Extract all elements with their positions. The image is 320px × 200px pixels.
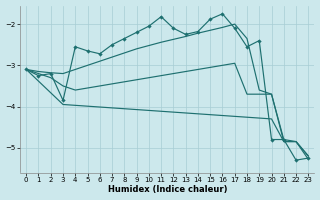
X-axis label: Humidex (Indice chaleur): Humidex (Indice chaleur) [108, 185, 227, 194]
